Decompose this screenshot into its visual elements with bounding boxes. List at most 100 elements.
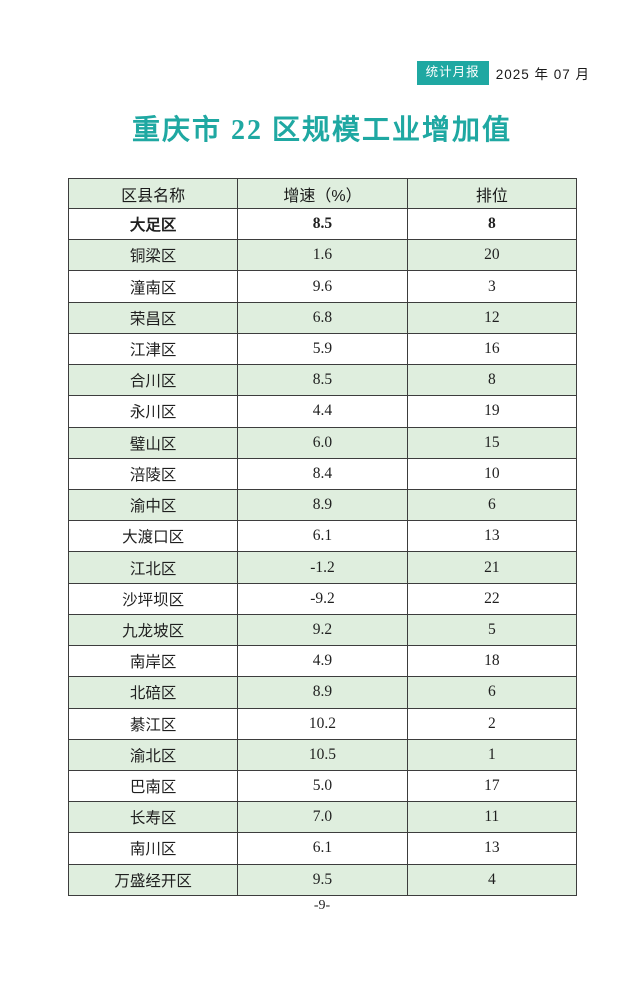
rank-cell: 10 xyxy=(406,457,578,490)
growth-cell: 8.9 xyxy=(237,676,408,709)
monthly-report-badge: 统计月报 xyxy=(416,61,489,85)
district-cell: 江津区 xyxy=(67,332,239,366)
table-row: 大足区 8.5 8 xyxy=(67,207,578,241)
table-row: 北碚区 8.9 6 xyxy=(67,676,578,709)
rank-cell: 15 xyxy=(406,426,578,459)
table-row: 永川区 4.4 19 xyxy=(67,395,578,428)
growth-cell: 8.5 xyxy=(237,364,408,397)
rank-cell: 3 xyxy=(406,270,578,303)
table-row: 巴南区 5.0 17 xyxy=(67,769,578,803)
district-cell: 渝中区 xyxy=(67,488,239,522)
table-row: 合川区 8.5 8 xyxy=(67,364,578,397)
table-row: 荣昌区 6.8 12 xyxy=(67,301,578,334)
rank-cell: 1 xyxy=(406,738,578,771)
growth-cell: 8.4 xyxy=(237,457,408,490)
rank-cell: 6 xyxy=(406,676,578,709)
growth-cell: 6.0 xyxy=(237,426,408,459)
growth-cell: 5.0 xyxy=(237,769,408,803)
rank-cell: 5 xyxy=(406,613,578,647)
district-cell: 巴南区 xyxy=(67,769,239,803)
rank-cell: 18 xyxy=(406,645,578,678)
district-cell: 大足区 xyxy=(67,207,239,241)
table-row: 南岸区 4.9 18 xyxy=(67,645,578,678)
district-cell: 铜梁区 xyxy=(67,239,239,272)
rank-cell: 16 xyxy=(406,332,578,366)
table-row: 万盛经开区 9.5 4 xyxy=(67,863,578,897)
page-number: -9- xyxy=(313,898,331,913)
rank-cell: 21 xyxy=(406,551,578,584)
header-district: 区县名称 xyxy=(67,178,239,209)
page-title: 重庆市 22 区规模工业增加值 xyxy=(131,115,512,146)
growth-cell: 10.2 xyxy=(237,707,408,740)
district-cell: 永川区 xyxy=(67,395,239,428)
district-cell: 潼南区 xyxy=(67,270,239,303)
rank-cell: 22 xyxy=(406,582,578,615)
rank-cell: 13 xyxy=(406,832,578,865)
growth-cell: 4.4 xyxy=(237,395,408,428)
district-cell: 涪陵区 xyxy=(67,457,239,490)
growth-cell: -1.2 xyxy=(237,551,408,584)
report-date: 2025 年 07 月 xyxy=(495,66,590,82)
table-row: 江津区 5.9 16 xyxy=(67,332,578,366)
rank-cell: 6 xyxy=(406,488,578,522)
table-row: 涪陵区 8.4 10 xyxy=(67,457,578,490)
rank-cell: 20 xyxy=(406,239,578,272)
header-row: 区县名称 增速（%） 排位 xyxy=(67,178,578,209)
header-growth: 增速（%） xyxy=(237,178,408,209)
table-row: 铜梁区 1.6 20 xyxy=(67,239,578,272)
industrial-growth-table: 区县名称 增速（%） 排位 大足区 8.5 8 铜梁区 1.6 20 潼南区 9… xyxy=(67,178,578,897)
header-rank: 排位 xyxy=(406,178,578,209)
district-cell: 大渡口区 xyxy=(67,520,239,553)
table-row: 綦江区 10.2 2 xyxy=(67,707,578,740)
district-cell: 合川区 xyxy=(67,364,239,397)
rank-cell: 2 xyxy=(406,707,578,740)
report-header: 统计月报 2025 年 07 月 xyxy=(416,61,590,85)
district-cell: 璧山区 xyxy=(67,426,239,459)
growth-cell: 7.0 xyxy=(237,801,408,834)
district-cell: 沙坪坝区 xyxy=(67,582,239,615)
growth-cell: 6.1 xyxy=(237,520,408,553)
table-row: 大渡口区 6.1 13 xyxy=(67,520,578,553)
table-header: 区县名称 增速（%） 排位 xyxy=(67,178,578,209)
growth-cell: 6.8 xyxy=(237,301,408,334)
table-row: 璧山区 6.0 15 xyxy=(67,426,578,459)
rank-cell: 8 xyxy=(406,207,578,241)
district-cell: 南岸区 xyxy=(67,645,239,678)
district-cell: 荣昌区 xyxy=(67,301,239,334)
growth-cell: 6.1 xyxy=(237,832,408,865)
growth-cell: 8.9 xyxy=(237,488,408,522)
district-cell: 北碚区 xyxy=(67,676,239,709)
table-row: 南川区 6.1 13 xyxy=(67,832,578,865)
rank-cell: 4 xyxy=(406,863,578,897)
table-row: 江北区 -1.2 21 xyxy=(67,551,578,584)
growth-cell: 4.9 xyxy=(237,645,408,678)
table-row: 渝北区 10.5 1 xyxy=(67,738,578,771)
growth-cell: 9.2 xyxy=(237,613,408,647)
table-row: 潼南区 9.6 3 xyxy=(67,270,578,303)
growth-cell: -9.2 xyxy=(237,582,408,615)
rank-cell: 11 xyxy=(406,801,578,834)
growth-cell: 8.5 xyxy=(237,207,408,241)
table-row: 长寿区 7.0 11 xyxy=(67,801,578,834)
table-row: 沙坪坝区 -9.2 22 xyxy=(67,582,578,615)
rank-cell: 8 xyxy=(406,364,578,397)
growth-cell: 1.6 xyxy=(237,239,408,272)
rank-cell: 13 xyxy=(406,520,578,553)
district-cell: 九龙坡区 xyxy=(67,613,239,647)
district-cell: 万盛经开区 xyxy=(67,863,239,897)
growth-cell: 9.5 xyxy=(237,863,408,897)
rank-cell: 12 xyxy=(406,301,578,334)
district-cell: 渝北区 xyxy=(67,738,239,771)
rank-cell: 17 xyxy=(406,769,578,803)
district-cell: 綦江区 xyxy=(67,707,239,740)
district-cell: 南川区 xyxy=(67,832,239,865)
table-row: 九龙坡区 9.2 5 xyxy=(67,613,578,647)
district-cell: 长寿区 xyxy=(67,801,239,834)
growth-cell: 5.9 xyxy=(237,332,408,366)
rank-cell: 19 xyxy=(406,395,578,428)
growth-cell: 10.5 xyxy=(237,738,408,771)
district-cell: 江北区 xyxy=(67,551,239,584)
table-row: 渝中区 8.9 6 xyxy=(67,488,578,522)
growth-cell: 9.6 xyxy=(237,270,408,303)
